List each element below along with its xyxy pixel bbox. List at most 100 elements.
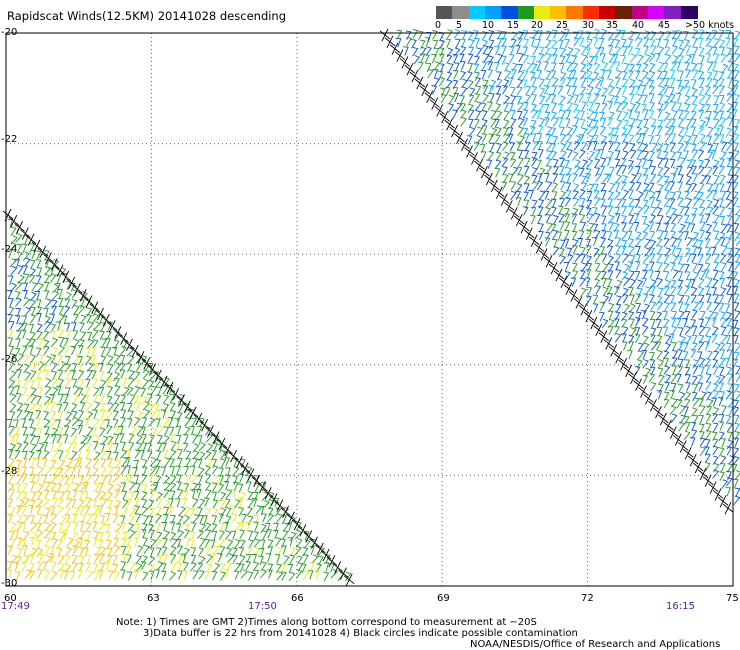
wind-barb	[107, 385, 114, 396]
wind-barb	[219, 545, 226, 556]
edge-flag	[37, 245, 48, 259]
wind-barb	[698, 182, 705, 192]
wind-barb	[482, 110, 488, 120]
wind-barb	[475, 101, 482, 111]
wind-barb	[129, 506, 137, 517]
wind-barb	[663, 175, 670, 186]
wind-barb	[266, 513, 274, 523]
wind-barb	[607, 101, 613, 111]
wind-barb	[77, 419, 84, 430]
wind-barb	[44, 536, 51, 547]
wind-barb	[112, 418, 119, 429]
wind-barb	[30, 443, 37, 453]
wind-barb	[658, 374, 665, 384]
wind-barb	[106, 395, 113, 405]
wind-barb	[119, 449, 128, 459]
wind-barb	[206, 563, 213, 573]
time-label-1750: 17:50	[248, 601, 277, 612]
wind-barb	[84, 347, 91, 357]
wind-barb	[86, 331, 93, 342]
wind-barb	[718, 374, 726, 384]
wind-barb	[8, 379, 16, 389]
wind-barb	[44, 378, 52, 388]
wind-barb	[705, 293, 712, 303]
wind-barb	[721, 245, 728, 255]
edge-flag	[449, 124, 460, 138]
wind-barb	[453, 47, 461, 57]
wind-barb	[252, 491, 259, 501]
wind-barb	[727, 117, 734, 127]
wind-barb	[29, 570, 36, 580]
wind-barb	[531, 29, 539, 40]
wind-barb	[114, 523, 123, 533]
wind-barb	[162, 475, 171, 485]
wind-barb	[531, 109, 539, 119]
wind-barb	[121, 537, 127, 548]
wind-barb	[41, 474, 47, 484]
wind-barb	[114, 362, 122, 372]
wind-barb	[80, 513, 87, 524]
wind-barb	[532, 140, 539, 151]
wind-barb	[697, 340, 705, 351]
wind-barb	[664, 118, 672, 128]
wind-barb	[476, 126, 483, 137]
wind-barb	[545, 78, 552, 88]
wind-barb	[641, 103, 647, 113]
wind-barb	[24, 338, 32, 348]
wind-barb	[36, 323, 43, 333]
wind-barb	[635, 302, 642, 313]
wind-barb	[510, 158, 517, 168]
edge-flag	[8, 214, 20, 228]
wind-barb	[50, 570, 58, 581]
wind-barb	[573, 197, 580, 208]
wind-barb	[663, 77, 670, 87]
wind-barb	[692, 95, 699, 105]
wind-barb	[648, 135, 655, 145]
wind-barb	[536, 180, 544, 191]
wind-barb	[224, 474, 231, 484]
wind-barb	[607, 44, 614, 55]
wind-barb	[7, 337, 14, 347]
wind-barb	[30, 370, 37, 380]
wind-barb	[496, 143, 502, 153]
wind-barb	[720, 150, 727, 161]
wind-barb	[154, 569, 160, 579]
wind-barb	[97, 482, 104, 492]
wind-barb	[52, 497, 58, 508]
wind-barb	[571, 55, 578, 65]
wind-barb	[141, 555, 148, 565]
wind-barb	[135, 434, 143, 444]
wind-barb	[126, 362, 133, 373]
wind-barb	[23, 363, 30, 374]
wind-barb	[684, 61, 690, 72]
wind-barb	[7, 275, 14, 285]
wind-barb	[501, 157, 509, 167]
wind-barb	[712, 358, 719, 369]
wind-barb	[119, 369, 126, 379]
wind-barb	[693, 271, 700, 282]
wind-barb	[84, 417, 90, 427]
wind-barb	[601, 87, 609, 97]
wind-barb	[605, 173, 612, 183]
wind-barb	[614, 206, 620, 217]
wind-barb	[585, 93, 592, 103]
wind-barb	[705, 326, 711, 337]
wind-barb	[607, 198, 614, 208]
wind-barb	[472, 30, 479, 40]
wind-barb	[57, 410, 64, 420]
wind-barb	[446, 47, 454, 58]
wind-barb	[100, 458, 107, 468]
wind-barb	[671, 326, 678, 336]
wind-barb	[211, 458, 218, 468]
wind-barb	[223, 569, 230, 579]
wind-barb	[704, 316, 711, 327]
wind-barb	[419, 39, 426, 50]
wind-barb	[9, 538, 16, 548]
wind-barb	[571, 213, 578, 223]
wind-barb	[119, 362, 126, 373]
wind-barb	[71, 363, 78, 373]
wind-barb	[209, 553, 216, 563]
wind-barb	[495, 85, 502, 95]
wind-barb	[120, 409, 127, 419]
wind-barb	[692, 172, 699, 183]
